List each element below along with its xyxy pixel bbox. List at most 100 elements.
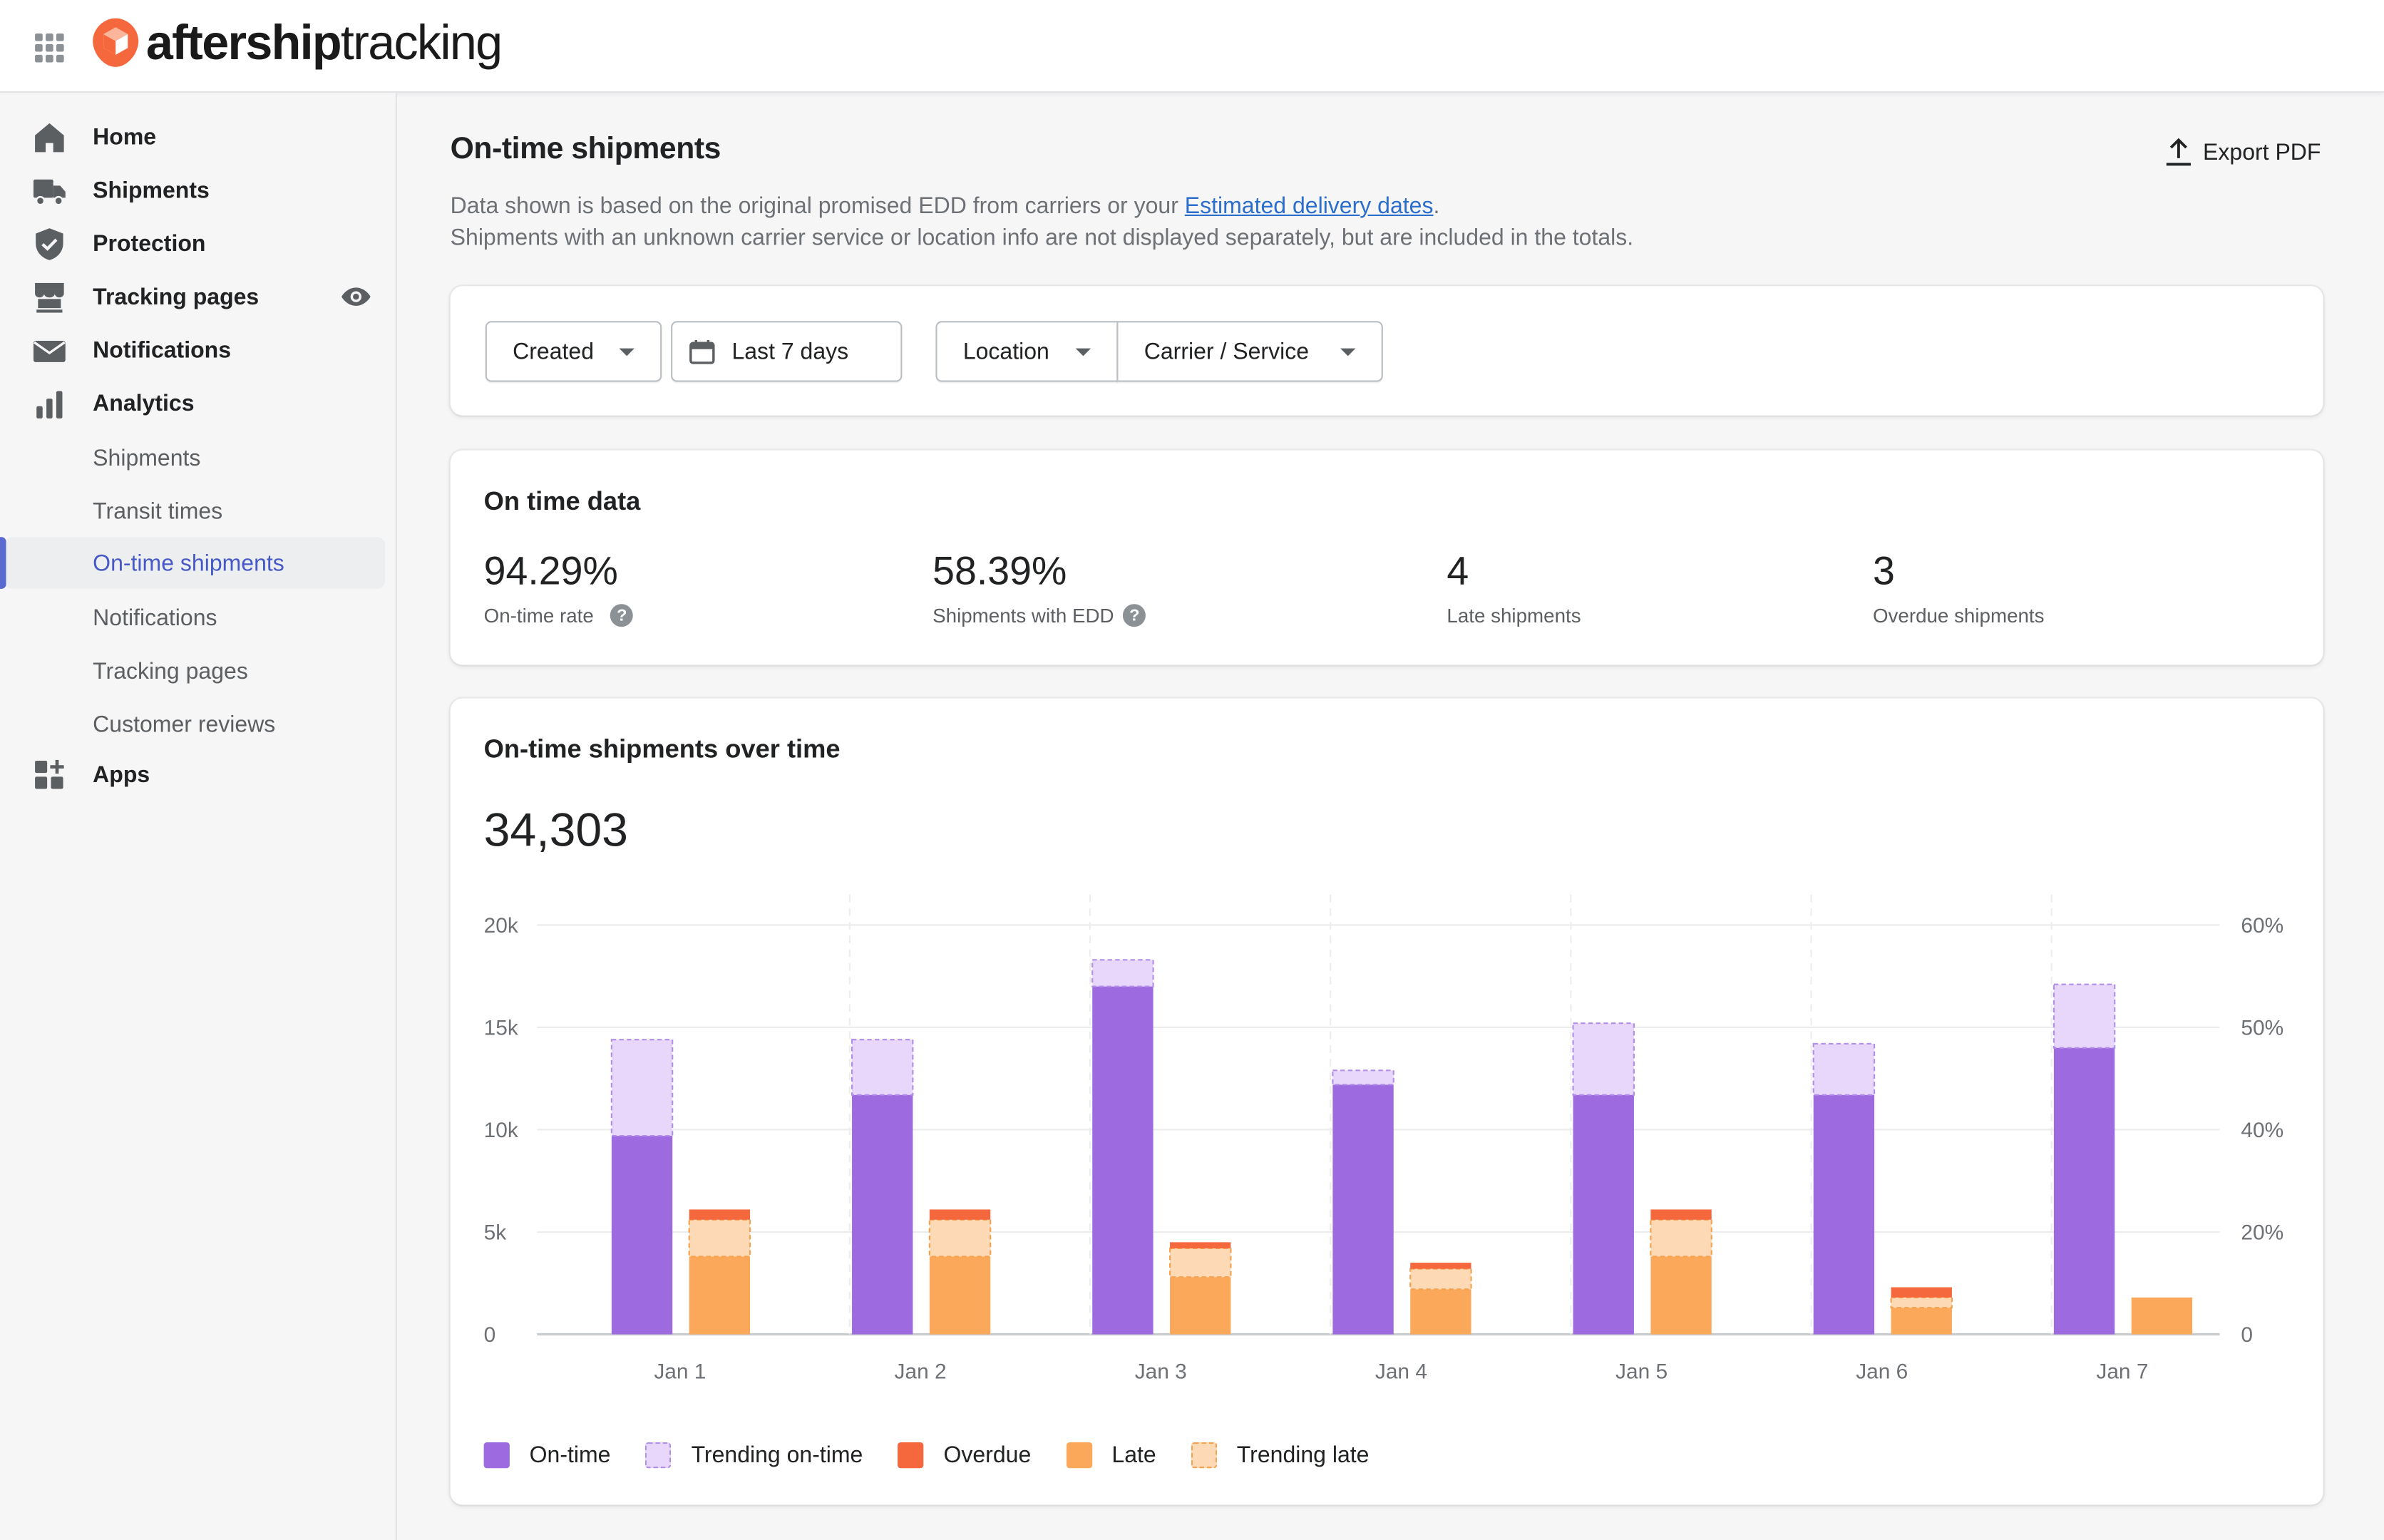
bar-overdue xyxy=(1170,1242,1231,1248)
bar-trending-on-time xyxy=(851,1039,914,1096)
upload-icon xyxy=(2166,138,2191,166)
metric-label-text: On-time rate xyxy=(483,604,594,627)
caret-down-icon xyxy=(619,348,634,356)
sidebar-item-analytics[interactable]: Analytics xyxy=(0,381,397,426)
sidebar-item-label: Home xyxy=(93,123,157,150)
calendar-icon xyxy=(689,339,715,364)
sidebar-item-apps[interactable]: Apps xyxy=(0,751,397,797)
date-range-button[interactable]: Last 7 days xyxy=(671,321,903,382)
sidebar-subitem-notifications[interactable]: Notifications xyxy=(0,595,397,640)
sidebar-subitem-shipments[interactable]: Shipments xyxy=(0,435,397,481)
page-description-line-2: Shipments with an unknown carrier servic… xyxy=(450,225,1634,252)
brand-bold: aftership xyxy=(145,15,342,71)
bar-on-time xyxy=(1092,986,1154,1335)
legend-item-trending-on-time[interactable]: Trending on-time xyxy=(645,1442,863,1469)
metric-label-overdue-shipments: Overdue shipments xyxy=(1873,604,2045,627)
created-filter-button[interactable]: Created xyxy=(485,321,662,382)
y-tick-label-right: 20% xyxy=(2241,1221,2283,1245)
sidebar-subitem-transit-times[interactable]: Transit times xyxy=(0,488,397,534)
x-tick-label: Jan 5 xyxy=(1615,1360,1668,1383)
bar-on-time xyxy=(2053,1047,2115,1335)
legend-swatch xyxy=(1191,1442,1218,1469)
bar-trending-on-time xyxy=(1091,959,1154,987)
envelope-icon xyxy=(33,339,66,361)
carrier-service-filter-button[interactable]: Carrier / Service xyxy=(1116,321,1383,382)
legend-item-on-time[interactable]: On-time xyxy=(483,1442,610,1469)
export-pdf-label: Export PDF xyxy=(2203,139,2321,165)
on-time-shipments-chart: 0 0 5k 20% 10k 40% 15k 50% 20k 60% Jan 1 Jan 2 Jan 3… xyxy=(484,894,2283,1383)
apps-add-icon xyxy=(35,759,64,789)
eye-icon[interactable] xyxy=(341,286,371,307)
aftership-logo[interactable]: aftershiptracking xyxy=(91,15,503,71)
sidebar-item-home[interactable]: Home xyxy=(0,114,397,160)
sidebar-item-label: Apps xyxy=(93,761,150,788)
sidebar-item-shipments[interactable]: Shipments xyxy=(0,168,397,213)
bar-trending-late xyxy=(1168,1247,1232,1278)
metric-value-late-shipments: 4 xyxy=(1447,548,1469,594)
created-filter-label: Created xyxy=(513,338,595,365)
legend-item-overdue[interactable]: Overdue xyxy=(898,1442,1032,1469)
legend-swatch xyxy=(1066,1442,1092,1469)
bar-on-time xyxy=(1813,1094,1875,1335)
x-tick-label: Jan 1 xyxy=(654,1360,706,1383)
help-icon[interactable]: ? xyxy=(1123,604,1146,627)
home-icon xyxy=(35,122,64,152)
estimated-delivery-dates-link[interactable]: Estimated delivery dates xyxy=(1184,193,1434,220)
sidebar-subitem-label: Tracking pages xyxy=(93,657,248,684)
sidebar-item-protection[interactable]: Protection xyxy=(0,220,397,266)
x-tick-label: Jan 4 xyxy=(1375,1360,1427,1383)
location-filter-button[interactable]: Location xyxy=(935,321,1119,382)
bar-late xyxy=(1170,1277,1231,1335)
bar-late xyxy=(1891,1308,1952,1335)
legend-label: Overdue xyxy=(943,1442,1032,1469)
x-tick-label: Jan 7 xyxy=(2096,1360,2148,1383)
sidebar-subitem-customer-reviews[interactable]: Customer reviews xyxy=(0,702,397,747)
y-tick-label-right: 50% xyxy=(2241,1017,2283,1040)
sidebar-subitem-label: Transit times xyxy=(93,498,223,525)
metric-label-text: Shipments with EDD xyxy=(932,604,1114,627)
metric-label-text: Overdue shipments xyxy=(1872,604,2045,627)
storefront-icon xyxy=(35,282,64,312)
metric-label-on-time-rate: On-time rate ? xyxy=(484,604,634,627)
y-tick-label-left: 5k xyxy=(484,1221,507,1245)
caret-down-icon xyxy=(1075,348,1091,356)
chart-legend: On-time Trending on-time Overdue Late Tr… xyxy=(483,1442,1404,1469)
app-launcher-icon[interactable] xyxy=(35,33,64,63)
sidebar-subitem-tracking-pages[interactable]: Tracking pages xyxy=(0,648,397,694)
location-filter-label: Location xyxy=(962,338,1049,365)
sidebar-subitem-on-time-shipments[interactable]: On-time shipments xyxy=(0,537,385,589)
legend-label: Trending on-time xyxy=(691,1442,863,1469)
help-icon[interactable]: ? xyxy=(610,604,634,627)
y-tick-label-left: 10k xyxy=(484,1119,518,1142)
y-tick-label-right: 60% xyxy=(2241,914,2283,938)
legend-item-trending-late[interactable]: Trending late xyxy=(1191,1442,1369,1469)
truck-icon xyxy=(33,178,66,205)
on-time-data-title: On time data xyxy=(483,486,641,516)
bar-trending-late xyxy=(1650,1218,1712,1258)
sidebar-subitem-label: Notifications xyxy=(93,605,217,631)
sidebar: Home Shipments Protection Tracking pages… xyxy=(0,93,397,1540)
legend-item-late[interactable]: Late xyxy=(1066,1442,1156,1469)
legend-label: Late xyxy=(1111,1442,1156,1469)
bar-on-time xyxy=(1573,1094,1634,1335)
x-tick-label: Jan 6 xyxy=(1856,1360,1908,1383)
bar-late xyxy=(929,1256,991,1335)
y-tick-label-left: 15k xyxy=(484,1017,518,1040)
bar-trending-late xyxy=(1890,1296,1953,1309)
bar-overdue xyxy=(929,1209,991,1220)
sidebar-item-tracking-pages[interactable]: Tracking pages xyxy=(0,274,397,319)
page-title: On-time shipments xyxy=(450,132,721,166)
export-pdf-button[interactable]: Export PDF xyxy=(2165,137,2321,168)
sidebar-item-notifications[interactable]: Notifications xyxy=(0,327,397,373)
bar-on-time xyxy=(852,1094,913,1335)
bar-overdue xyxy=(689,1209,751,1220)
brand-text: aftershiptracking xyxy=(145,15,503,71)
sidebar-subitem-label: Shipments xyxy=(93,445,201,471)
bar-trending-on-time xyxy=(2052,983,2116,1049)
over-time-chart-card: On-time shipments over time 34,303 0 0 5k 2… xyxy=(450,698,2323,1505)
filter-card: Created Last 7 days Location Carrier / S… xyxy=(450,286,2323,416)
bar-trending-on-time xyxy=(1812,1042,1876,1096)
bar-late xyxy=(1410,1289,1471,1335)
bar-late xyxy=(689,1256,751,1335)
metric-value-on-time-rate: 94.29% xyxy=(483,548,618,594)
